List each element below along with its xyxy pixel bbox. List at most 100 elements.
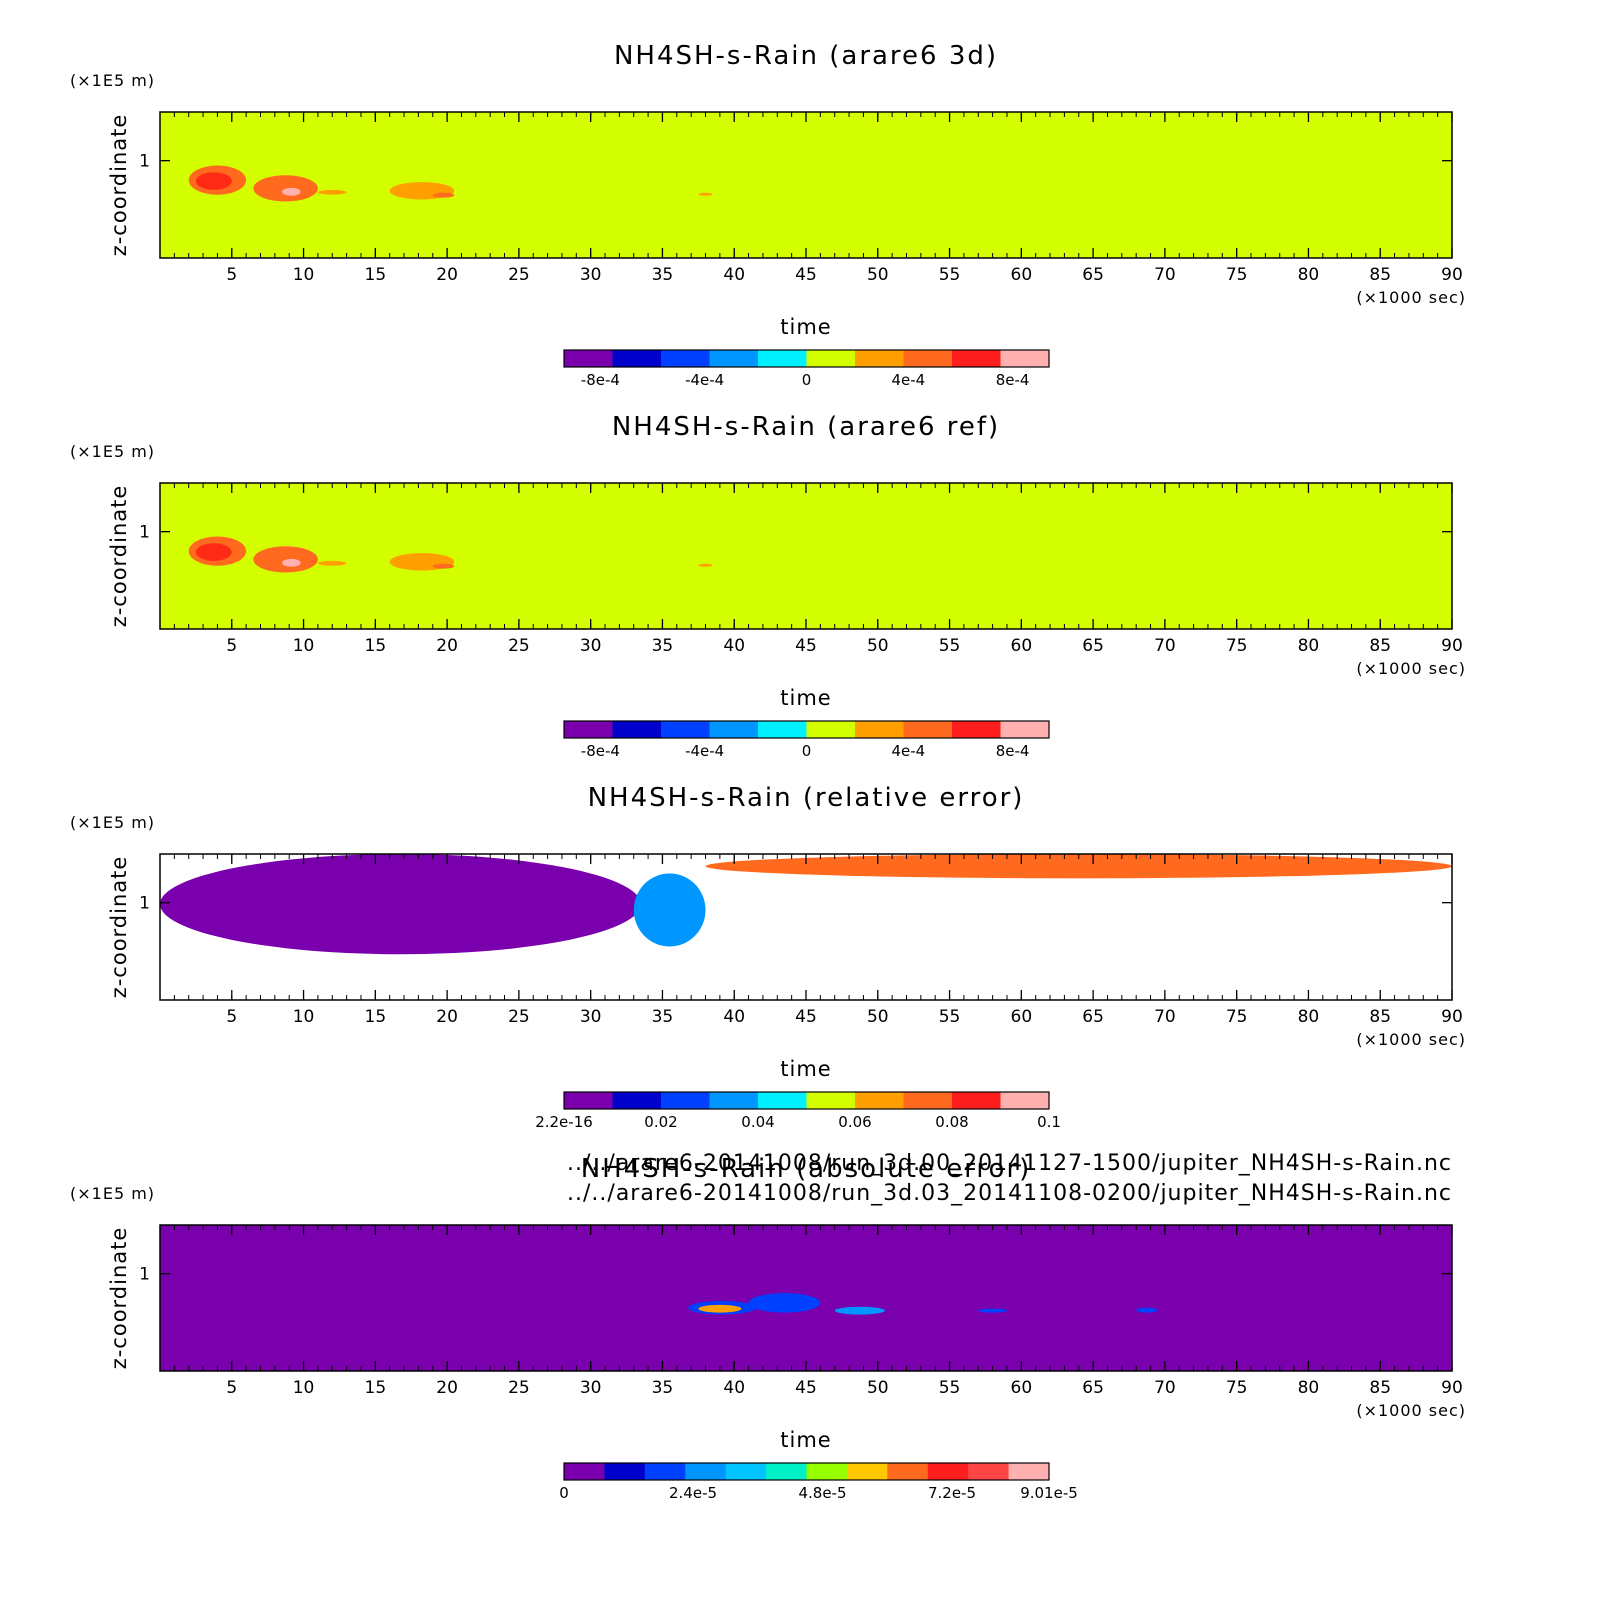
plot-background <box>160 483 1452 629</box>
colorbar-swatch <box>903 1092 953 1109</box>
field-regions <box>160 854 1452 955</box>
x-tick-label: 45 <box>795 265 817 285</box>
colorbar-tick-label: -4e-4 <box>685 371 724 389</box>
x-tick-label: 90 <box>1441 265 1463 285</box>
x-axis-label: time <box>780 315 831 339</box>
colorbar-tick-label: -8e-4 <box>581 742 620 760</box>
x-unit-label: (×1000 sec) <box>1356 288 1466 307</box>
x-tick-label: 25 <box>508 1378 530 1398</box>
y-tick-label: 1 <box>139 152 150 172</box>
x-unit-label: (×1000 sec) <box>1356 659 1466 678</box>
panel-2: NH4SH-s-Rain (arare6 ref)(×1E5 m)5 10 15 20… <box>70 412 1466 760</box>
colorbar-tick-label: 0.04 <box>741 1113 774 1131</box>
field-region-3 <box>253 175 318 202</box>
x-tick-label: 15 <box>365 1007 387 1027</box>
panel-title: NH4SH-s-Rain (relative error) <box>588 783 1025 813</box>
y-unit-label: (×1E5 m) <box>70 1184 155 1203</box>
x-tick-label: 35 <box>652 265 674 285</box>
colorbar-swatch <box>612 721 662 738</box>
colorbar-tick-label: 4.8e-5 <box>798 1484 846 1502</box>
x-tick-label: 80 <box>1298 1378 1320 1398</box>
x-tick-label: 60 <box>1011 1007 1033 1027</box>
field-region-3 <box>748 1293 821 1313</box>
x-tick-label: 50 <box>867 1007 889 1027</box>
colorbar-swatch <box>968 1463 1010 1480</box>
colorbar-swatch <box>604 1463 646 1480</box>
x-tick-label: 60 <box>1011 636 1033 656</box>
x-tick-label: 20 <box>436 1378 458 1398</box>
x-tick-label: 15 <box>365 1378 387 1398</box>
x-axis-label: time <box>780 1057 831 1081</box>
colorbar-tick-label: -4e-4 <box>685 742 724 760</box>
colorbar-swatch <box>806 721 856 738</box>
field-region-3 <box>253 546 318 573</box>
x-tick-label: 40 <box>723 636 745 656</box>
x-tick-label: 85 <box>1369 265 1391 285</box>
colorbar-tick-label: 0.1 <box>1037 1113 1061 1131</box>
x-tick-label: 45 <box>795 636 817 656</box>
colorbar-swatch <box>725 1463 767 1480</box>
colorbar-swatch <box>806 350 856 367</box>
colorbar-swatch <box>952 721 1001 738</box>
panel-title: NH4SH-s-Rain (arare6 ref) <box>612 412 1000 442</box>
y-unit-label: (×1E5 m) <box>70 442 155 461</box>
x-tick-label: 75 <box>1226 636 1248 656</box>
colorbar-tick-label: 8e-4 <box>996 742 1030 760</box>
x-tick-label: 70 <box>1154 636 1176 656</box>
plot-background <box>160 112 1452 258</box>
field-region-7 <box>432 563 455 569</box>
x-tick-label: 25 <box>508 265 530 285</box>
colorbar-tick-label: 4e-4 <box>891 371 925 389</box>
x-tick-label: 30 <box>580 636 602 656</box>
x-tick-label: 30 <box>580 1007 602 1027</box>
colorbar-swatch <box>758 1092 807 1109</box>
x-tick-label: 80 <box>1298 265 1320 285</box>
colorbar-swatch <box>855 1092 904 1109</box>
x-tick-label: 90 <box>1441 1378 1463 1398</box>
x-tick-label: 25 <box>508 1007 530 1027</box>
colorbar-swatch <box>903 350 953 367</box>
colorbar-swatch <box>661 350 710 367</box>
x-tick-label: 45 <box>795 1378 817 1398</box>
colorbar-swatch <box>1000 721 1050 738</box>
x-axis-label: time <box>780 686 831 710</box>
colorbar-tick-label: 0.06 <box>838 1113 871 1131</box>
colorbar-swatch <box>766 1463 807 1480</box>
x-tick-label: 80 <box>1298 636 1320 656</box>
x-tick-label: 70 <box>1154 265 1176 285</box>
colorbar-tick-label: 7.2e-5 <box>928 1484 976 1502</box>
colorbar-swatch <box>1000 1092 1050 1109</box>
field-region-2 <box>633 873 706 947</box>
field-region-8 <box>698 563 713 567</box>
x-tick-label: 75 <box>1226 1007 1248 1027</box>
x-tick-label: 55 <box>939 1007 961 1027</box>
field-regions <box>188 536 713 573</box>
colorbar-swatch <box>927 1463 969 1480</box>
colorbar-swatch <box>564 1092 613 1109</box>
x-tick-label: 85 <box>1369 1378 1391 1398</box>
x-tick-label: 20 <box>436 265 458 285</box>
colorbar-swatch <box>806 1463 848 1480</box>
x-tick-label: 55 <box>939 1378 961 1398</box>
x-tick-label: 35 <box>652 1007 674 1027</box>
file-path-2: ../../arare6-20141008/run_3d.03_20141108… <box>567 1181 1452 1206</box>
field-region-2 <box>195 543 232 561</box>
x-tick-label: 5 <box>226 636 237 656</box>
y-unit-label: (×1E5 m) <box>70 71 155 90</box>
y-tick-label: 1 <box>139 1265 150 1285</box>
x-tick-label: 35 <box>652 636 674 656</box>
x-tick-label: 10 <box>293 1007 315 1027</box>
x-tick-label: 60 <box>1011 265 1033 285</box>
colorbar-swatch <box>661 721 710 738</box>
x-tick-label: 30 <box>580 265 602 285</box>
x-tick-label: 15 <box>365 265 387 285</box>
x-tick-label: 75 <box>1226 265 1248 285</box>
x-tick-label: 65 <box>1082 636 1104 656</box>
colorbar-tick-label: 0.02 <box>644 1113 677 1131</box>
field-regions <box>688 1293 1158 1315</box>
panel-4: NH4SH-s-Rain (absolute error)(×1E5 m)5 10… <box>70 1154 1465 1502</box>
x-tick-label: 55 <box>939 265 961 285</box>
x-tick-label: 30 <box>580 1378 602 1398</box>
colorbar-tick-label: -8e-4 <box>581 371 620 389</box>
y-tick-label: 1 <box>139 894 150 914</box>
